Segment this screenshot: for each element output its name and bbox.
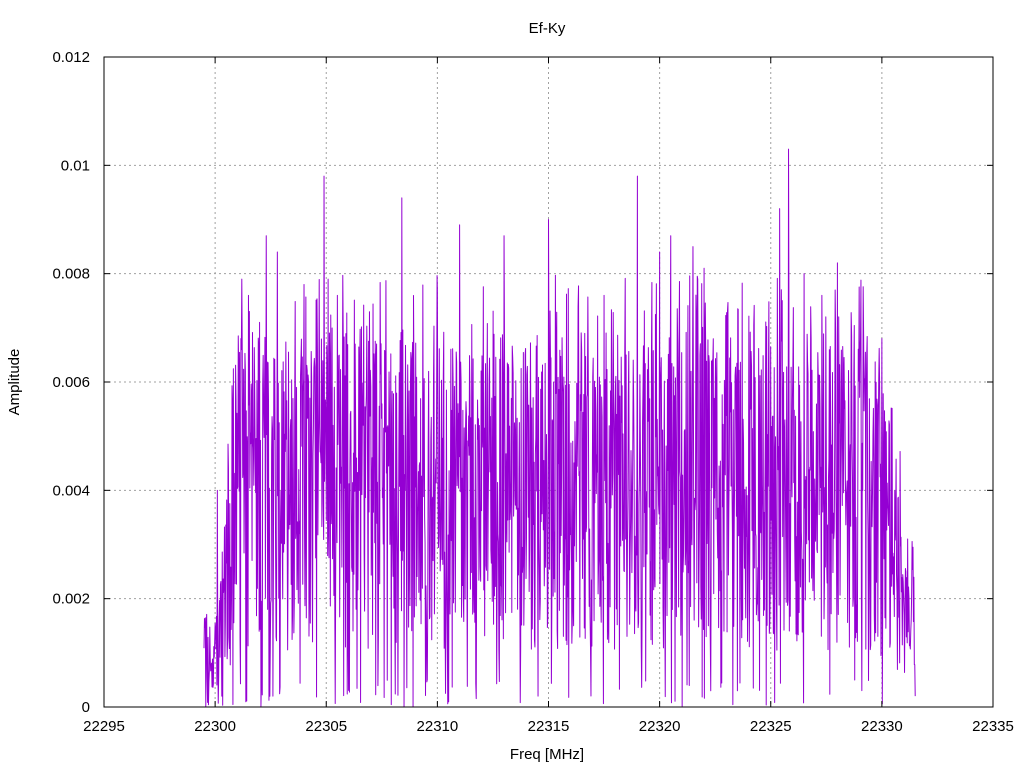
y-tick-label: 0.004: [52, 482, 90, 499]
x-axis-label: Freq [MHz]: [510, 746, 584, 763]
y-tick-label: 0.006: [52, 374, 90, 391]
x-tick-label: 22305: [305, 718, 347, 735]
y-tick-label: 0.01: [61, 157, 90, 174]
y-tick-label: 0.012: [52, 49, 90, 66]
series-trace: [203, 148, 916, 708]
x-tick-label: 22310: [417, 718, 459, 735]
tick-marks: [103, 56, 994, 708]
series-line: [203, 148, 916, 708]
x-tick-label: 22300: [194, 718, 236, 735]
y-tick-label: 0.008: [52, 266, 90, 283]
chart-title: Ef-Ky: [529, 20, 566, 37]
y-tick-labels: 0 0.002 0.004 0.006 0.008 0.01 0.012: [52, 49, 90, 716]
y-axis-label: Amplitude: [6, 349, 23, 416]
x-tick-label: 22295: [83, 718, 125, 735]
x-tick-labels: 22295 22300 22305 22310 22315 22320 22325 22330…: [83, 718, 1014, 735]
y-tick-label: 0: [82, 699, 90, 716]
x-tick-label: 22320: [639, 718, 681, 735]
x-tick-label: 22335: [972, 718, 1014, 735]
x-tick-label: 22330: [861, 718, 903, 735]
x-tick-label: 22325: [750, 718, 792, 735]
x-tick-label: 22315: [528, 718, 570, 735]
y-tick-label: 0.002: [52, 591, 90, 608]
